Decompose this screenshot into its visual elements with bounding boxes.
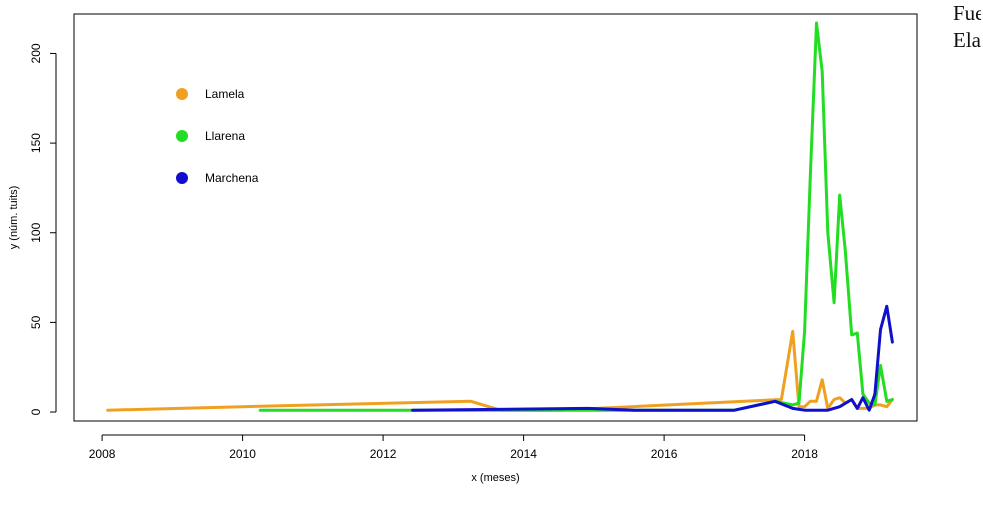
x-tick-label: 2012 xyxy=(370,447,397,461)
y-axis-title: y (núm. tuits) xyxy=(8,186,20,250)
legend-marker-llarena xyxy=(176,130,188,142)
series-line-lamela xyxy=(106,329,894,412)
legend: Lamela Llarena Marchena xyxy=(176,87,259,185)
legend-marker-marchena xyxy=(176,172,188,184)
x-tick-label: 2018 xyxy=(791,447,818,461)
x-tick-label: 2016 xyxy=(651,447,678,461)
legend-label-llarena: Llarena xyxy=(205,129,245,143)
y-tick-label: 200 xyxy=(29,43,43,63)
y-tick-label: 0 xyxy=(29,408,43,415)
legend-marker-lamela xyxy=(176,88,188,100)
x-axis: 2008 2010 2012 2014 2016 2018 x (meses) xyxy=(89,434,818,484)
y-tick-label: 50 xyxy=(29,315,43,329)
legend-label-lamela: Lamela xyxy=(205,87,245,101)
line-chart: 0 50 100 150 200 y (núm. tuits) 2008 2010 2012… xyxy=(8,13,918,484)
series-line-marchena xyxy=(411,304,894,412)
plot-frame xyxy=(73,13,918,422)
x-tick-label: 2014 xyxy=(510,447,537,461)
x-axis-title: x (meses) xyxy=(471,472,519,484)
x-ticks: 2008 2010 2012 2014 2016 2018 xyxy=(89,435,818,461)
y-tick-label: 150 xyxy=(29,133,43,153)
y-ticks: 0 50 100 150 200 xyxy=(29,43,56,415)
series-layer xyxy=(106,21,894,412)
y-tick-label: 100 xyxy=(29,222,43,242)
side-note: Fuente: Elabora xyxy=(953,1,981,52)
x-tick-label: 2008 xyxy=(89,447,116,461)
x-tick-label: 2010 xyxy=(229,447,256,461)
y-axis: 0 50 100 150 200 y (núm. tuits) xyxy=(8,43,57,415)
legend-label-marchena: Marchena xyxy=(205,171,259,185)
series-line-llarena xyxy=(258,21,894,412)
